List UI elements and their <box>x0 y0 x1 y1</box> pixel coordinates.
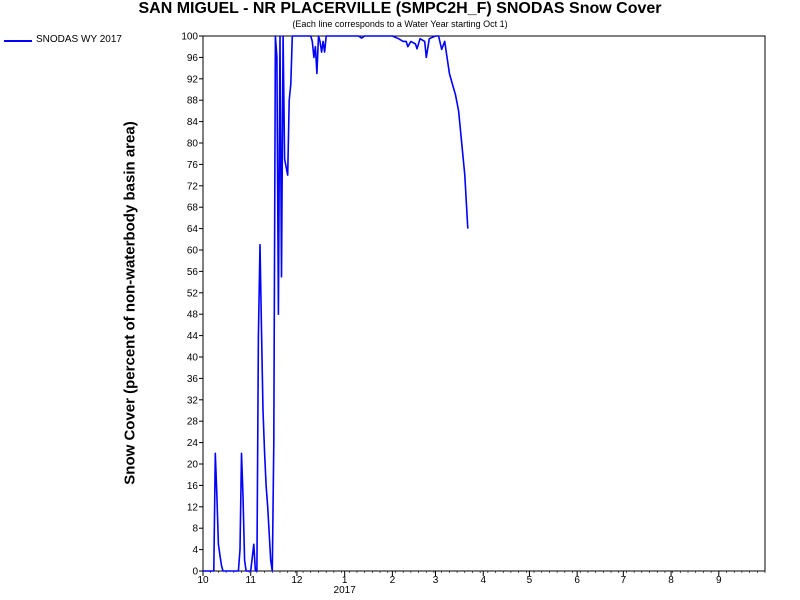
y-tick-label: 72 <box>187 181 199 192</box>
y-tick-label: 36 <box>187 374 199 385</box>
x-tick-label: 11 <box>246 575 257 586</box>
y-tick-label: 60 <box>187 246 199 257</box>
y-tick-label: 24 <box>187 438 199 449</box>
x-tick-label: 2 <box>390 575 396 586</box>
y-tick-label: 4 <box>192 545 198 556</box>
y-tick-label: 8 <box>192 524 198 535</box>
y-tick-label: 0 <box>192 567 198 578</box>
series-line <box>203 35 469 572</box>
y-tick-label: 76 <box>187 160 199 171</box>
y-tick-label: 40 <box>187 353 199 364</box>
chart-title: SAN MIGUEL - NR PLACERVILLE (SMPC2H_F) S… <box>138 0 662 17</box>
y-tick-label: 32 <box>187 395 199 406</box>
x-tick-label: 12 <box>291 575 303 586</box>
y-tick-label: 68 <box>187 203 199 214</box>
plot-frame <box>202 35 766 572</box>
y-tick-label: 56 <box>187 267 199 278</box>
y-tick-label: 52 <box>187 288 199 299</box>
x-tick-label: 3 <box>433 575 439 586</box>
y-tick-label: 100 <box>181 32 198 43</box>
y-tick-label: 92 <box>187 74 199 85</box>
legend-swatch <box>4 40 32 42</box>
axes: 0481216202428323640444852566064687276808… <box>181 32 766 596</box>
y-tick-label: 84 <box>187 117 199 128</box>
y-tick-label: 88 <box>187 96 199 107</box>
x-year-label: 2017 <box>334 585 357 596</box>
x-tick-label: 7 <box>621 575 627 586</box>
x-tick-label: 10 <box>197 575 209 586</box>
x-tick-label: 5 <box>527 575 533 586</box>
y-tick-label: 48 <box>187 310 199 321</box>
y-tick-label: 96 <box>187 53 199 64</box>
legend-label: SNODAS WY 2017 <box>36 34 122 45</box>
x-tick-label: 6 <box>574 575 580 586</box>
y-tick-label: 44 <box>187 331 199 342</box>
x-tick-label: 9 <box>716 575 722 586</box>
x-tick-label: 8 <box>668 575 674 586</box>
y-tick-label: 16 <box>187 481 199 492</box>
x-tick-label: 4 <box>480 575 486 586</box>
y-tick-label: 64 <box>187 224 199 235</box>
y-tick-label: 20 <box>187 460 199 471</box>
series-layer <box>203 35 469 572</box>
y-tick-label: 12 <box>187 502 199 513</box>
y-tick-label: 28 <box>187 417 199 428</box>
y-tick-label: 80 <box>187 139 199 150</box>
chart-subtitle: (Each line corresponds to a Water Year s… <box>292 19 508 29</box>
x-tick-label: 1 <box>342 575 348 586</box>
